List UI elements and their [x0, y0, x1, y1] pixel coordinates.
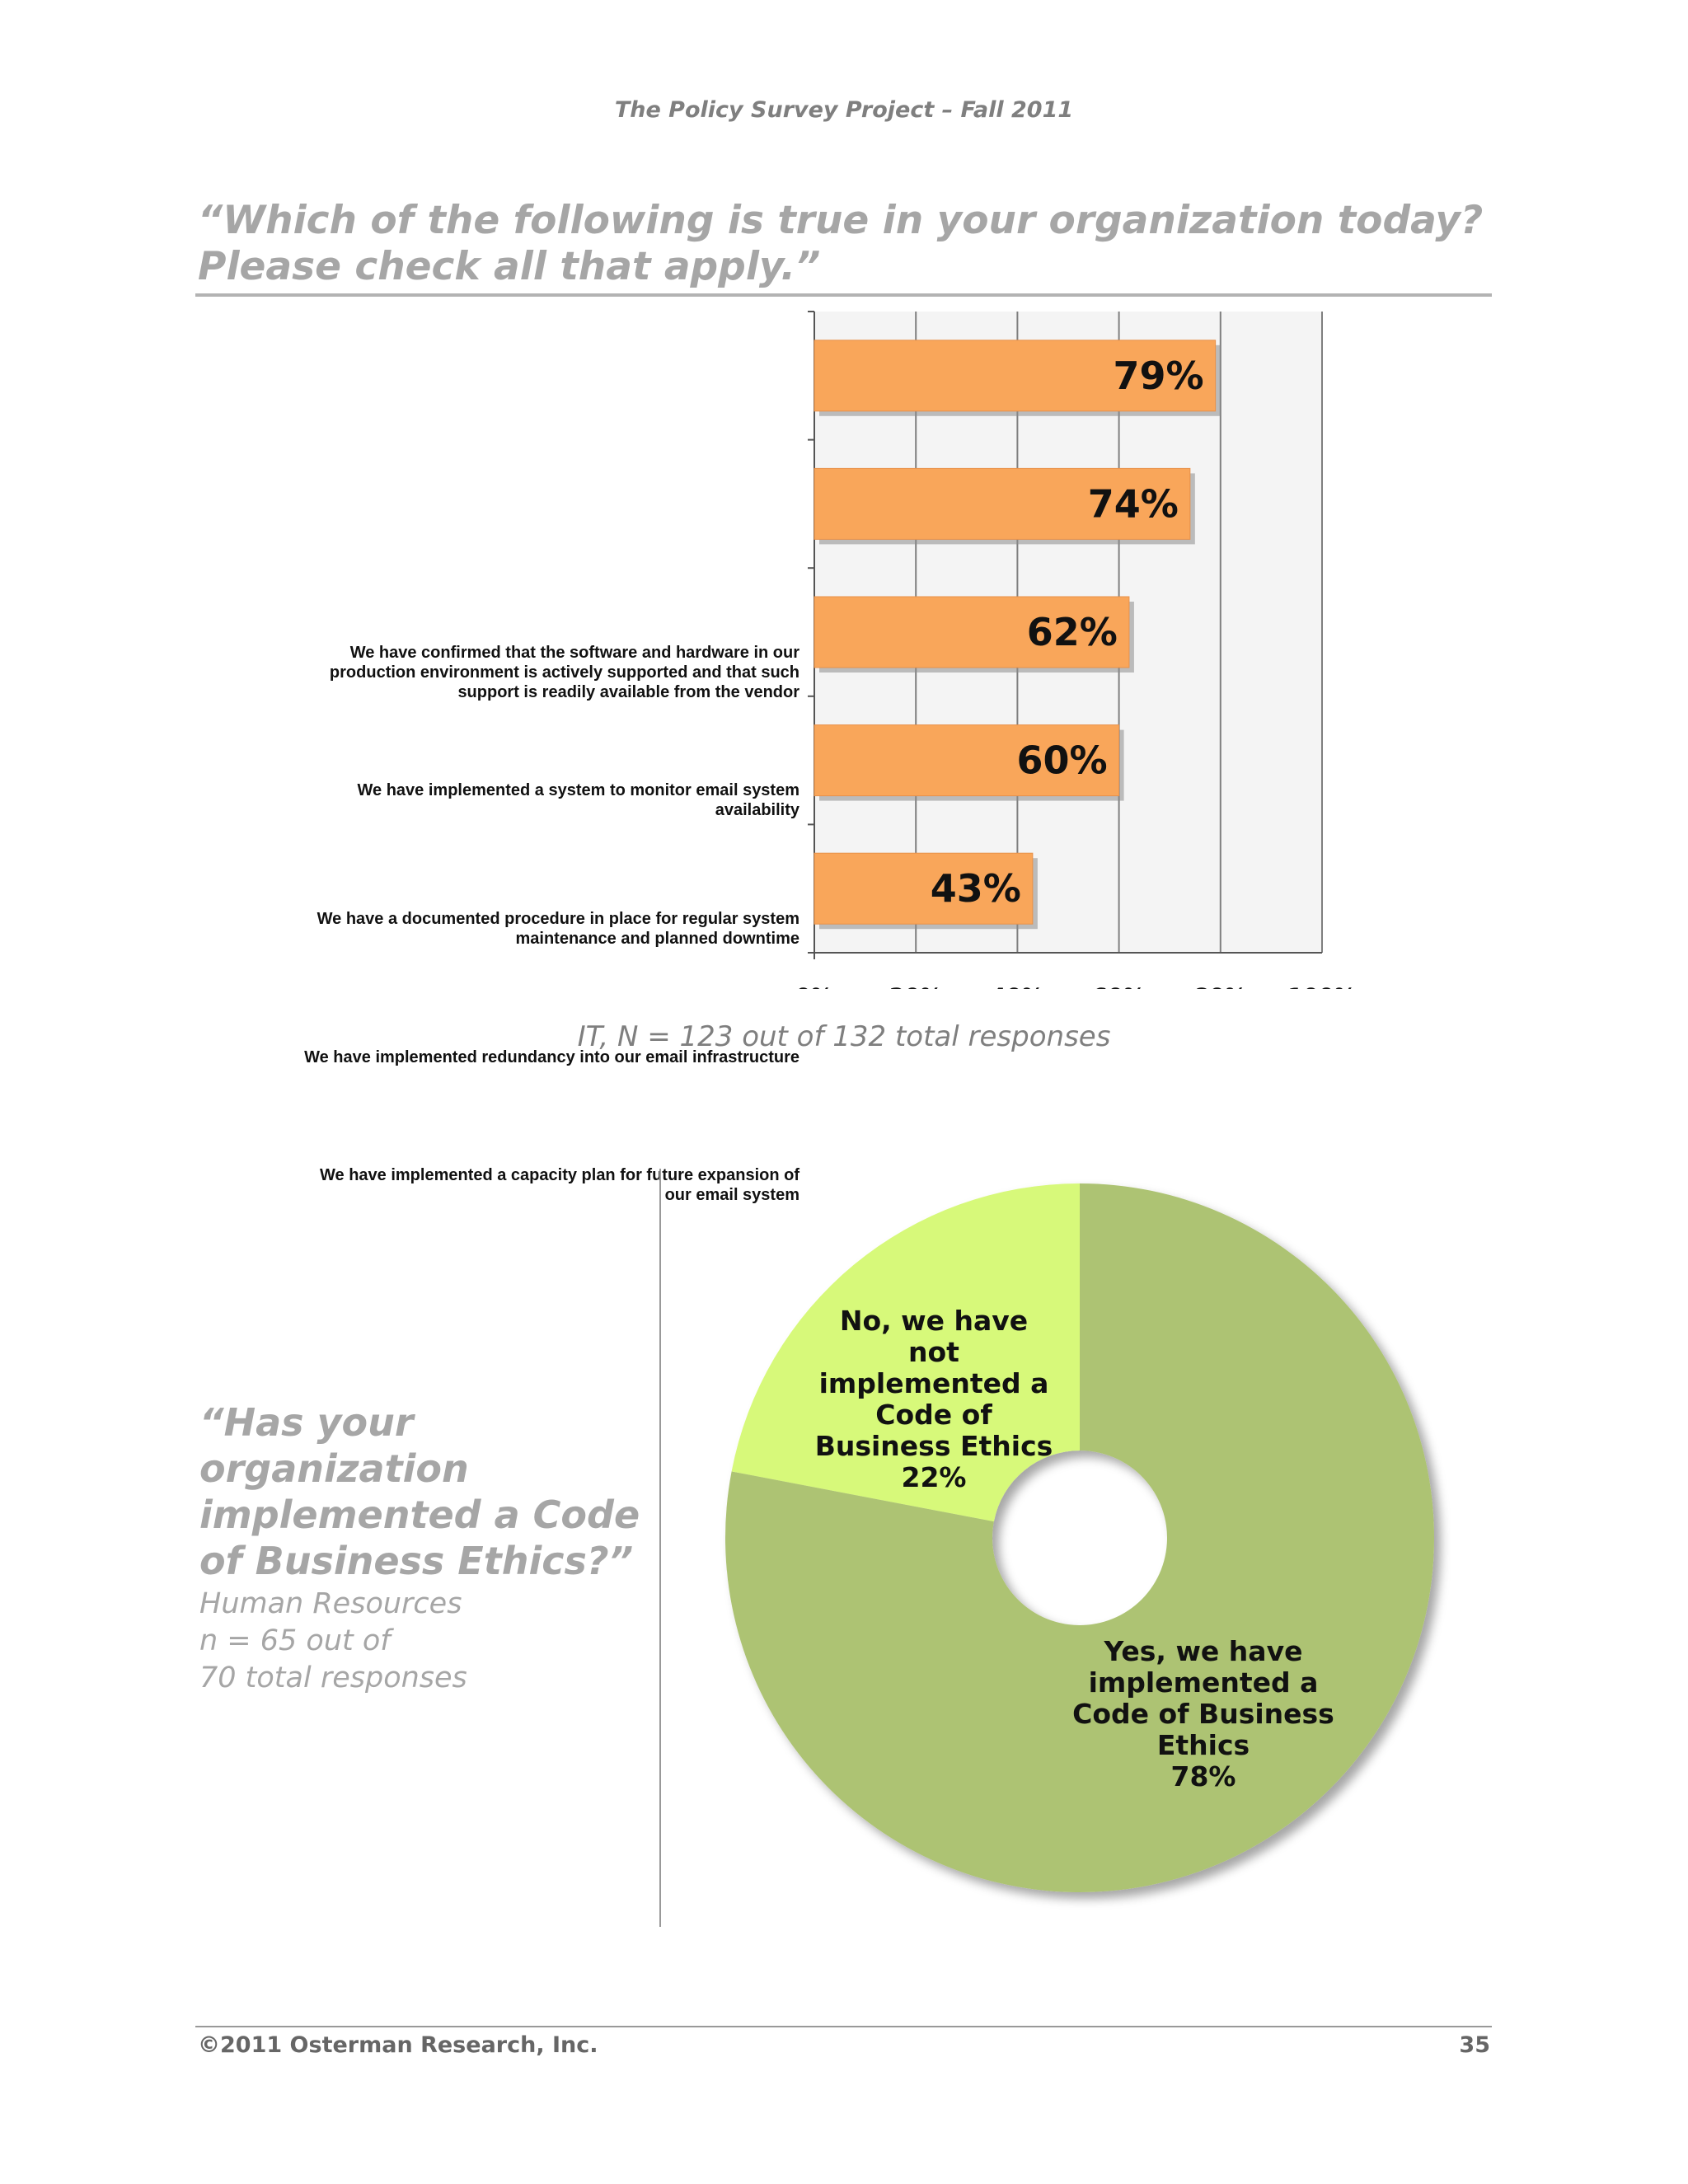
bar-value-label: 60%	[1016, 738, 1107, 783]
bar-value-label: 43%	[931, 866, 1021, 911]
page-header: The Policy Survey Project – Fall 2011	[614, 97, 1074, 123]
donut-slice	[731, 1183, 1080, 1522]
donut-slice	[725, 1183, 1434, 1892]
bar-category-label: We have implemented a capacity plan for …	[320, 1166, 799, 1205]
sample-note-line: n = 65 out of	[199, 1624, 391, 1657]
title-divider	[195, 293, 1492, 297]
x-tick-label: 100%	[1287, 984, 1356, 989]
bar-value-label: 62%	[1027, 610, 1118, 654]
donut-chart: Yes, we have implemented a Code of Busin…	[709, 1170, 1451, 1929]
footer-copyright: ©2011 Osterman Research, Inc.	[198, 2032, 598, 2058]
x-tick-label: 80%	[1193, 984, 1247, 989]
vertical-divider	[659, 1169, 661, 1927]
page-number: 35	[1459, 2032, 1490, 2058]
slice-label-value: 22%	[901, 1461, 967, 1493]
slice-label-value: 78%	[1170, 1760, 1236, 1793]
bar-chart-sample-note: IT, N = 123 out of 132 total responses	[577, 1020, 1111, 1053]
bar-category-label: We have implemented a system to monitor …	[357, 781, 799, 820]
pie-chart-title: “Has your organization implemented a Cod…	[199, 1400, 640, 1583]
bar-value-label: 79%	[1114, 354, 1204, 398]
slice-label-text: No, we have not implemented a Code of Bu…	[814, 1305, 1053, 1462]
donut-chart-svg	[725, 1183, 1434, 1892]
sample-note-line: Human Resources	[199, 1587, 462, 1620]
pie-chart-sample-note: Human Resources n = 65 out of 70 total r…	[199, 1586, 645, 1697]
bar-chart-svg: 79% 74% 62% 60% 43% 0% 20% 40% 60% 80% 100%	[795, 311, 1357, 989]
bar	[814, 467, 1191, 540]
bar	[814, 852, 1034, 925]
footer-divider	[195, 2026, 1492, 2027]
slice-label-no: No, we have not implemented a Code of Bu…	[814, 1305, 1053, 1493]
x-tick-label: 60%	[1092, 984, 1146, 989]
x-tick-label: 40%	[991, 984, 1044, 989]
bar-value-label: 74%	[1088, 481, 1179, 526]
sample-note-line: 70 total responses	[199, 1661, 467, 1694]
slice-label-text: Yes, we have implemented a Code of Busin…	[1072, 1635, 1334, 1761]
bar	[814, 596, 1130, 668]
bar-chart-title: “Which of the following is true in your …	[198, 198, 1484, 289]
bar	[814, 724, 1120, 797]
bar-category-label: We have implemented redundancy into our …	[304, 1047, 799, 1066]
x-tick-label: 20%	[889, 984, 943, 989]
x-tick-label: 0%	[795, 984, 833, 989]
bar-category-label: We have a documented procedure in place …	[316, 910, 799, 948]
bar-category-label: We have confirmed that the software and …	[329, 643, 799, 701]
bar	[814, 340, 1217, 412]
slice-label-yes: Yes, we have implemented a Code of Busin…	[1067, 1636, 1339, 1793]
